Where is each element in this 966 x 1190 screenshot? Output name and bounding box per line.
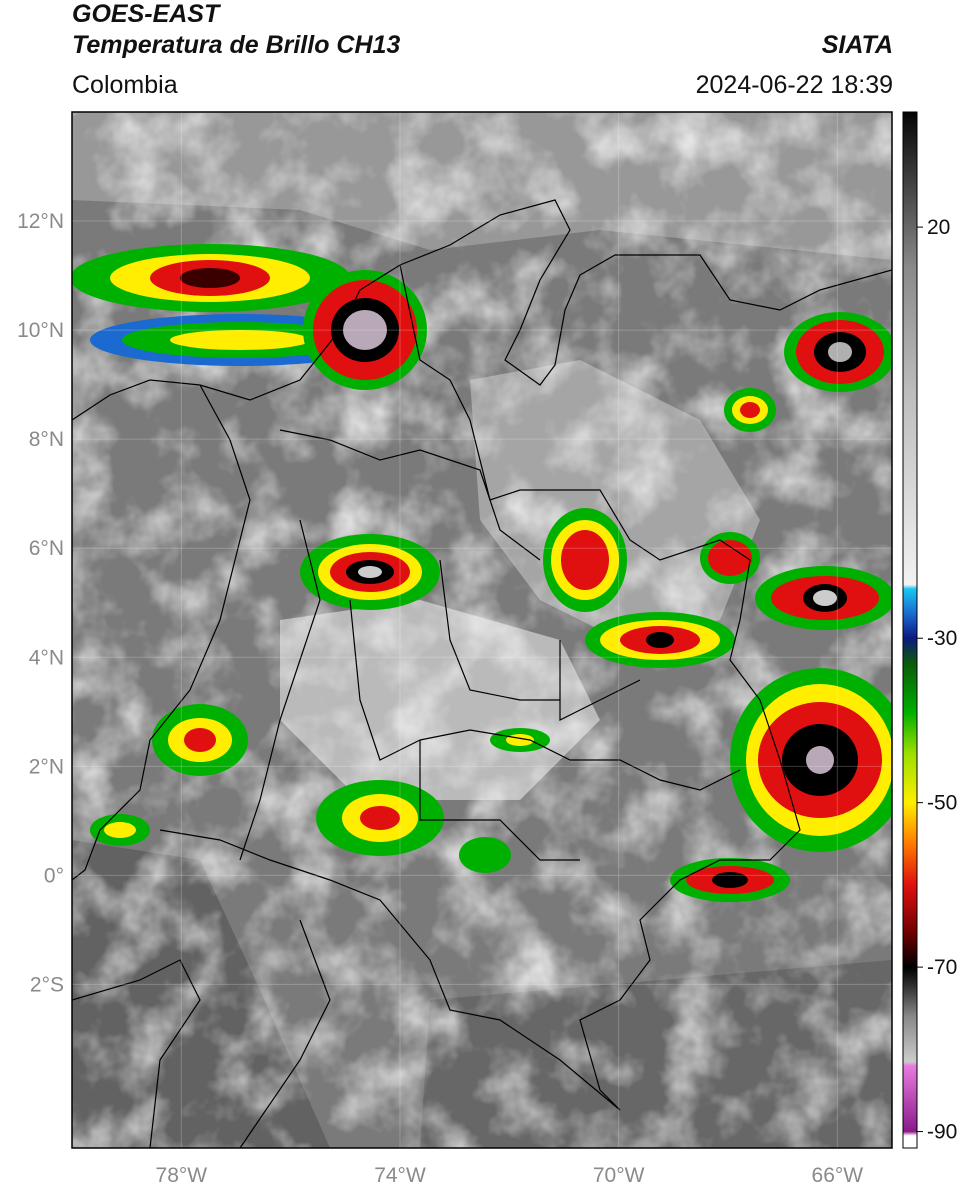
colorbar xyxy=(902,111,918,1149)
colorbar-tick-label: -90 xyxy=(927,1121,957,1144)
organization-label: SIATA xyxy=(821,31,893,59)
colombia-border xyxy=(159,264,801,1111)
storm-cell-santa-marta xyxy=(303,270,427,390)
storm-cells xyxy=(72,244,892,902)
colorbar-ticks: 20 -30 -50 -70 -90 xyxy=(917,216,957,1144)
latitude-labels: 12°N 10°N 8°N 6°N 4°N 2°N 0° 2°S xyxy=(17,210,64,996)
department-boundary-west xyxy=(239,519,321,861)
peru-coastline xyxy=(72,959,201,1148)
colorbar-tick-label: -30 xyxy=(927,627,957,650)
borders xyxy=(72,199,892,1148)
storm-cell-ecuador-coast xyxy=(90,814,150,846)
latitude-label: 10°N xyxy=(17,319,64,342)
department-boundary-norte xyxy=(279,429,541,561)
region-label: Colombia xyxy=(72,71,178,99)
product-title: Temperatura de Brillo CH13 xyxy=(72,31,401,59)
latitude-label: 4°N xyxy=(29,646,64,669)
department-boundary-meta xyxy=(439,559,560,701)
storm-cell-venezuela-east xyxy=(755,566,892,630)
storm-cell-vaupes xyxy=(670,858,790,902)
storm-cell-apure xyxy=(724,388,776,432)
department-boundary-guaviare xyxy=(419,729,741,791)
storm-cell-vichada xyxy=(585,612,735,668)
graticule xyxy=(72,112,892,1148)
storm-cell-caqueta xyxy=(459,837,511,873)
colorbar-tick-label: 20 xyxy=(927,216,950,239)
latitude-label: 2°S xyxy=(30,973,64,996)
longitude-labels: 78°W 74°W 70°W 66°W xyxy=(156,1164,864,1187)
longitude-label: 66°W xyxy=(812,1164,864,1187)
department-boundary-caqueta xyxy=(419,740,580,861)
department-boundary-central xyxy=(349,599,421,761)
storm-cell-venezuela-north xyxy=(784,312,892,392)
storm-cell-guaviare xyxy=(490,728,550,752)
latitude-label: 0° xyxy=(44,864,64,887)
storm-cell-orinoco xyxy=(700,532,760,584)
longitude-label: 74°W xyxy=(374,1164,426,1187)
pacific-coastline xyxy=(72,384,251,881)
storm-cell-amazonas-east xyxy=(730,668,892,852)
storm-cell-pacific-coast xyxy=(152,704,248,776)
longitude-label: 70°W xyxy=(593,1164,645,1187)
map-frame xyxy=(71,111,893,1149)
datetime-label: 2024-06-22 18:39 xyxy=(695,71,893,99)
caribbean-coastline xyxy=(72,199,892,421)
latitude-label: 8°N xyxy=(29,428,64,451)
colorbar-tick-label: -50 xyxy=(927,792,957,815)
storm-cell-arauca xyxy=(543,508,627,612)
satellite-title: GOES-EAST xyxy=(72,0,220,28)
colorbar-tick-label: -70 xyxy=(927,956,957,979)
storm-cell-caribbean-west xyxy=(72,244,350,312)
latitude-label: 2°N xyxy=(29,755,64,778)
department-boundary-vichada xyxy=(559,640,641,721)
latitude-label: 6°N xyxy=(29,537,64,560)
longitude-label: 78°W xyxy=(156,1164,208,1187)
ecuador-peru-border xyxy=(239,919,331,1148)
imagery-layer xyxy=(72,112,892,1148)
latitude-label: 12°N xyxy=(17,210,64,233)
storm-cell-antioquia xyxy=(300,534,440,610)
storm-cell-putumayo xyxy=(316,780,444,856)
